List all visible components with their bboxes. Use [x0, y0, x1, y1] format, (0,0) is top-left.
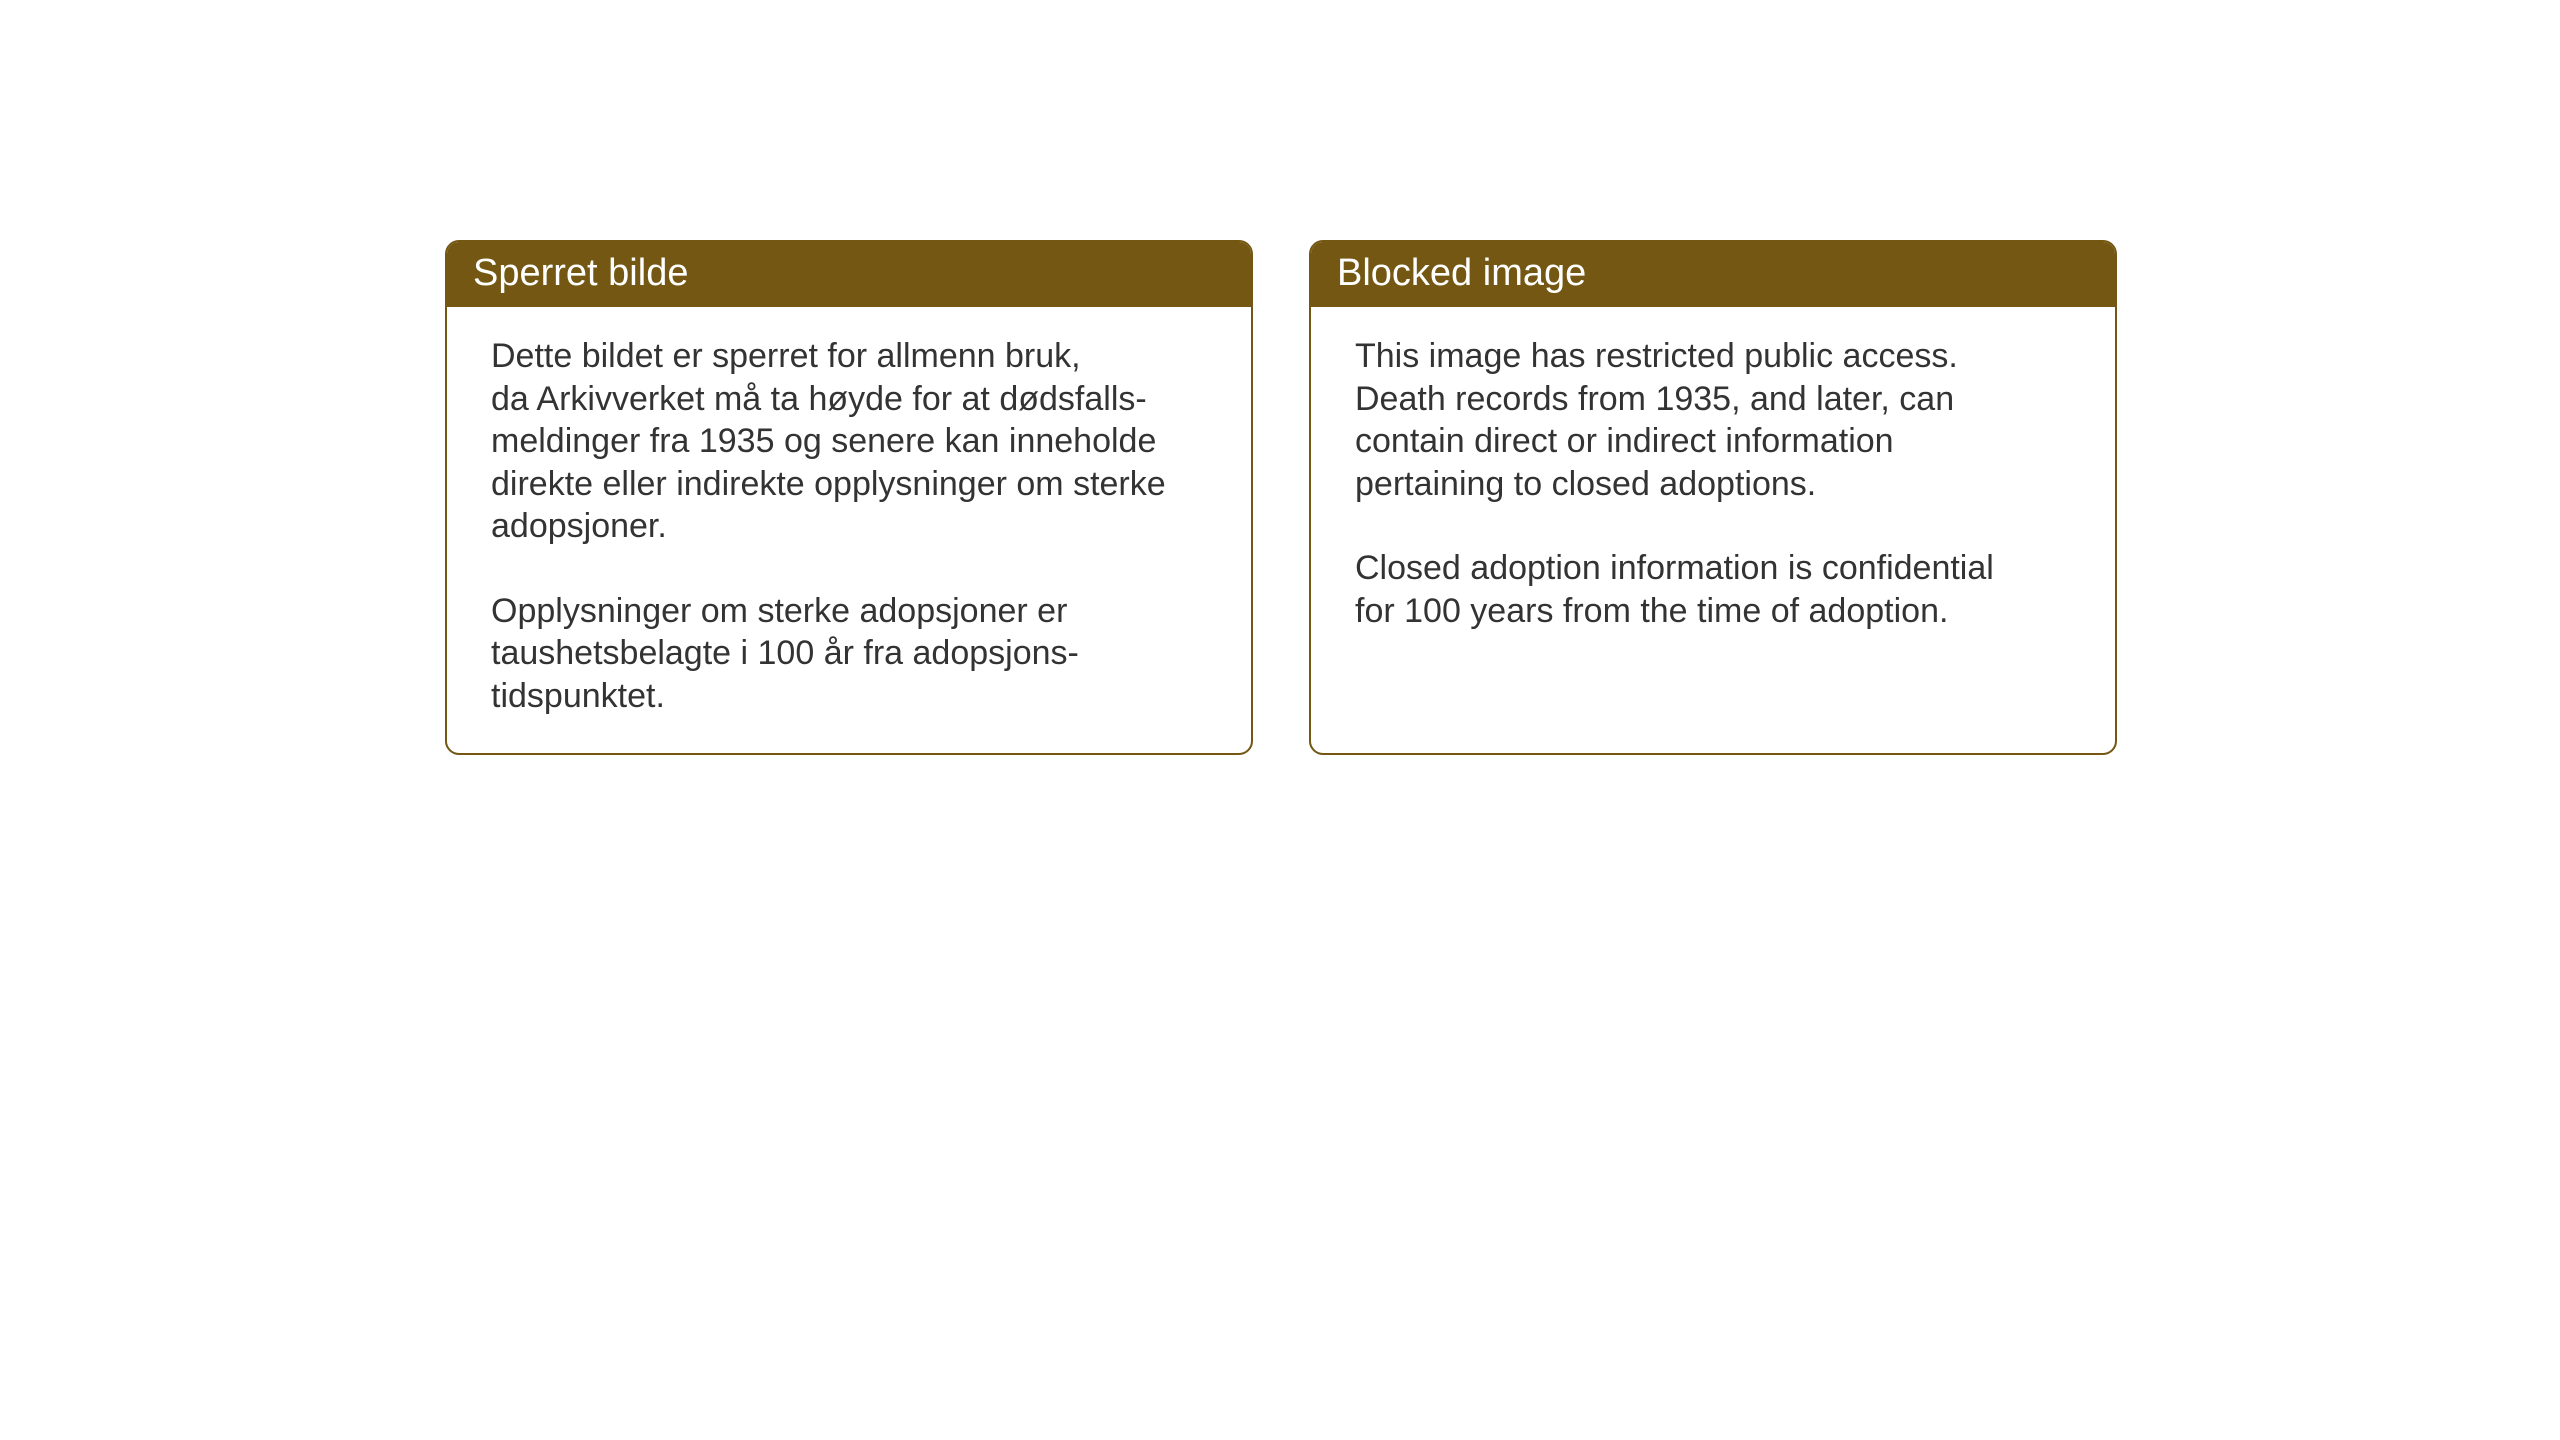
notice-card-norwegian: Sperret bilde Dette bildet er sperret fo…	[445, 240, 1253, 755]
card-body: Dette bildet er sperret for allmenn bruk…	[447, 307, 1251, 753]
card-paragraph-2: Closed adoption information is confident…	[1355, 547, 2079, 632]
card-header: Sperret bilde	[447, 242, 1251, 307]
card-paragraph-1: Dette bildet er sperret for allmenn bruk…	[491, 335, 1215, 548]
notice-card-english: Blocked image This image has restricted …	[1309, 240, 2117, 755]
notice-container: Sperret bilde Dette bildet er sperret fo…	[445, 240, 2117, 755]
card-header: Blocked image	[1311, 242, 2115, 307]
card-paragraph-1: This image has restricted public access.…	[1355, 335, 2079, 505]
card-paragraph-2: Opplysninger om sterke adopsjoner er tau…	[491, 590, 1215, 718]
card-body: This image has restricted public access.…	[1311, 307, 2115, 713]
